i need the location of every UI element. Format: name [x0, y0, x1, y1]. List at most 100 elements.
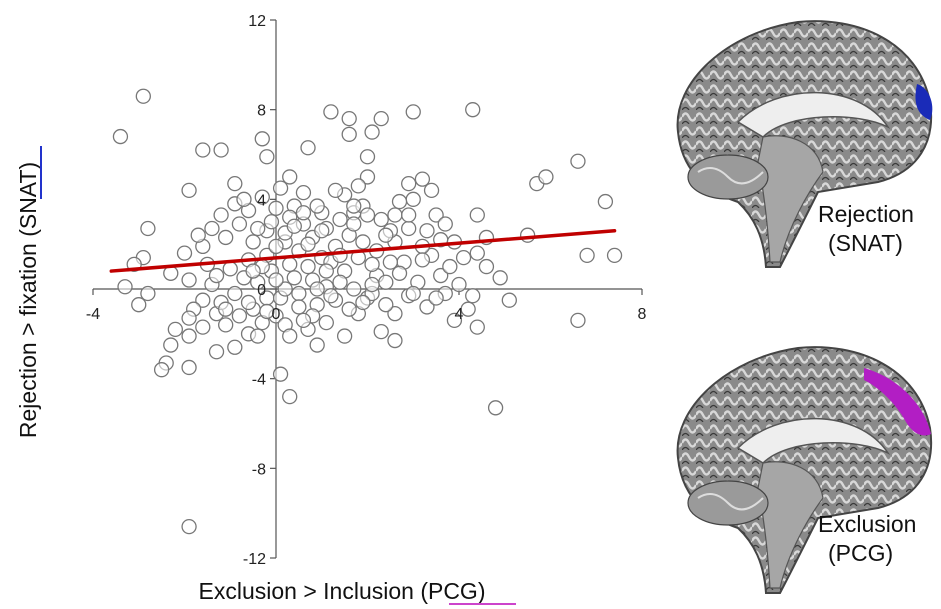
- data-point: [208, 267, 225, 284]
- x-tick-label: -4: [86, 306, 100, 323]
- data-point: [341, 301, 357, 317]
- data-point: [181, 518, 197, 535]
- y-tick-label: -4: [252, 372, 266, 389]
- data-point: [218, 229, 234, 246]
- data-point: [405, 104, 421, 120]
- rejection-label-line2: (SNAT): [828, 230, 903, 256]
- data-point: [135, 88, 151, 104]
- data-point: [195, 319, 211, 335]
- data-point: [277, 281, 293, 297]
- data-point: [140, 285, 156, 302]
- data-point: [323, 288, 339, 304]
- data-point: [227, 285, 243, 302]
- data-point: [208, 344, 225, 360]
- data-point: [231, 216, 248, 232]
- pcg-region-highlight: [864, 368, 931, 436]
- data-point: [282, 169, 298, 185]
- data-point: [272, 180, 289, 196]
- data-point: [286, 270, 302, 286]
- data-point: [419, 223, 435, 239]
- data-point: [291, 285, 307, 302]
- x-tick-label: 4: [455, 306, 464, 323]
- data-point: [378, 297, 394, 313]
- scatter-plot: -4 0 4 8 -12 -8 -4 4 8 12 0 Exclusion > Inclusion …: [15, 13, 647, 605]
- data-point: [570, 312, 586, 329]
- data-point: [176, 245, 193, 261]
- data-point: [364, 276, 380, 293]
- y-tick-label: 4: [257, 192, 266, 209]
- data-point: [579, 247, 595, 264]
- data-point: [401, 175, 417, 192]
- data-point: [268, 200, 284, 216]
- tick-labels: -4 0 4 8 -12 -8 -4 4 8 12 0: [86, 13, 647, 568]
- data-point: [469, 207, 485, 223]
- data-point: [387, 332, 403, 349]
- data-point: [259, 149, 275, 165]
- rejection-panel-label: Rejection (SNAT): [818, 200, 914, 258]
- exclusion-label-line2: (PCG): [828, 540, 894, 566]
- data-point: [131, 297, 147, 313]
- data-point: [181, 182, 197, 199]
- data-point: [465, 102, 481, 118]
- data-point: [309, 198, 325, 214]
- data-point: [341, 110, 357, 127]
- data-point: [245, 234, 261, 250]
- data-point: [282, 388, 298, 405]
- data-points: [112, 88, 623, 535]
- x-tick-label: 8: [638, 306, 647, 323]
- y-tick-label: 8: [257, 103, 266, 120]
- data-point: [419, 299, 435, 315]
- exclusion-panel-label: Exclusion (PCG): [818, 510, 916, 568]
- rejection-label-line1: Rejection: [818, 201, 914, 227]
- data-point: [451, 276, 467, 293]
- data-point: [428, 290, 444, 306]
- data-point: [236, 191, 252, 207]
- data-point: [359, 169, 376, 185]
- y-tick-label: 0: [257, 282, 266, 299]
- data-point: [332, 274, 348, 290]
- data-point: [401, 220, 417, 237]
- data-point: [570, 153, 586, 169]
- data-point: [300, 258, 316, 275]
- data-point: [606, 247, 623, 264]
- data-point: [318, 314, 334, 331]
- data-point: [245, 263, 261, 279]
- data-point: [405, 191, 421, 207]
- data-point: [259, 303, 275, 320]
- data-point: [501, 292, 517, 308]
- exclusion-label-line1: Exclusion: [818, 511, 917, 537]
- data-point: [327, 182, 344, 199]
- data-point: [373, 323, 389, 340]
- y-tick-label: -12: [243, 551, 266, 568]
- data-point: [469, 319, 485, 335]
- data-point: [487, 400, 504, 416]
- data-point: [282, 256, 298, 272]
- data-point: [163, 337, 179, 353]
- data-point: [195, 142, 211, 158]
- data-point: [364, 256, 380, 272]
- data-point: [428, 207, 444, 223]
- brain-exclusion-image: [676, 346, 933, 594]
- data-point: [359, 149, 376, 165]
- data-point: [254, 131, 270, 147]
- data-point: [181, 328, 197, 344]
- data-point: [181, 359, 197, 376]
- data-point: [295, 184, 312, 201]
- data-point: [405, 285, 421, 302]
- data-point: [218, 317, 234, 333]
- data-point: [204, 220, 220, 237]
- data-point: [597, 193, 614, 210]
- data-point: [222, 261, 238, 277]
- data-point: [364, 124, 380, 140]
- data-point: [423, 182, 440, 199]
- data-point: [295, 205, 312, 221]
- data-point: [355, 234, 371, 250]
- data-point: [300, 236, 316, 252]
- data-point: [346, 198, 362, 214]
- data-point: [213, 207, 229, 223]
- data-point: [300, 140, 316, 156]
- x-tick-label: 0: [272, 306, 281, 323]
- data-point: [336, 328, 353, 344]
- data-point: [382, 254, 399, 270]
- data-point: [442, 258, 458, 275]
